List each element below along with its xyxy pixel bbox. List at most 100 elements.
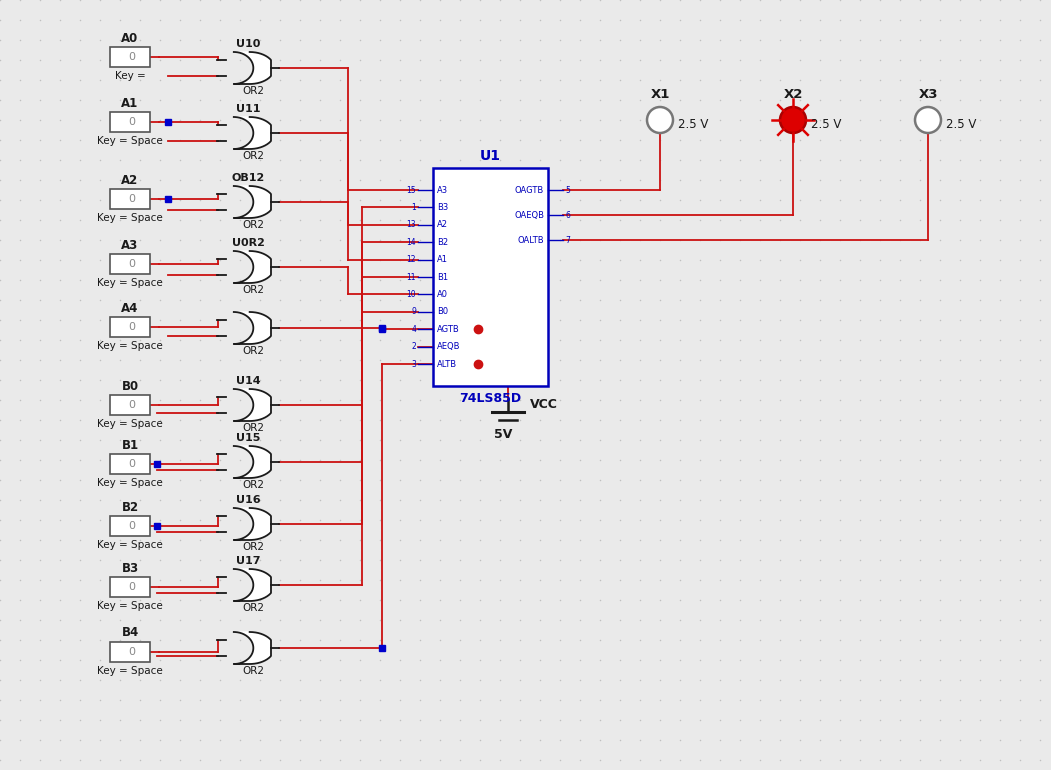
Text: 12: 12 <box>407 255 416 264</box>
Text: U1: U1 <box>480 149 501 163</box>
Text: U15: U15 <box>235 433 261 443</box>
Polygon shape <box>233 508 271 540</box>
Text: U16: U16 <box>235 495 261 505</box>
Text: Key =: Key = <box>115 71 145 81</box>
Text: A0: A0 <box>437 290 448 299</box>
Text: AEQB: AEQB <box>437 342 460 351</box>
Circle shape <box>647 107 673 133</box>
Text: Key = Space: Key = Space <box>97 601 163 611</box>
Text: 5: 5 <box>565 186 570 195</box>
Text: A1: A1 <box>437 255 448 264</box>
Text: A4: A4 <box>121 302 139 314</box>
Text: OR2: OR2 <box>242 86 264 96</box>
Text: 0: 0 <box>128 647 136 657</box>
Text: 0: 0 <box>128 400 136 410</box>
Text: 2.5 V: 2.5 V <box>678 118 708 130</box>
Text: 3: 3 <box>411 360 416 369</box>
Text: OR2: OR2 <box>242 603 264 613</box>
Text: A1: A1 <box>121 96 139 109</box>
Polygon shape <box>233 312 271 344</box>
Text: 14: 14 <box>407 238 416 246</box>
Text: 0: 0 <box>128 117 136 127</box>
Text: Key = Space: Key = Space <box>97 278 163 288</box>
Bar <box>379 326 385 332</box>
Text: OR2: OR2 <box>242 542 264 552</box>
Text: 2: 2 <box>411 342 416 351</box>
Text: B1: B1 <box>437 273 448 282</box>
FancyBboxPatch shape <box>110 189 150 209</box>
Text: 74LS85D: 74LS85D <box>459 391 521 404</box>
Text: 4: 4 <box>411 325 416 333</box>
Text: U10: U10 <box>235 39 261 49</box>
Text: 5V: 5V <box>494 427 512 440</box>
Text: 9: 9 <box>411 307 416 316</box>
Polygon shape <box>233 389 271 421</box>
FancyBboxPatch shape <box>110 47 150 67</box>
Polygon shape <box>233 569 271 601</box>
Text: 7: 7 <box>565 236 570 245</box>
FancyBboxPatch shape <box>110 112 150 132</box>
Text: OR2: OR2 <box>242 151 264 161</box>
Circle shape <box>915 107 941 133</box>
FancyBboxPatch shape <box>110 642 150 662</box>
FancyBboxPatch shape <box>110 454 150 474</box>
Text: 15: 15 <box>407 186 416 195</box>
Text: A2: A2 <box>121 173 139 186</box>
Text: 2.5 V: 2.5 V <box>811 118 842 130</box>
Text: OR2: OR2 <box>242 423 264 433</box>
Bar <box>379 645 385 651</box>
Text: B0: B0 <box>122 380 139 393</box>
Polygon shape <box>233 446 271 478</box>
Text: B2: B2 <box>122 500 139 514</box>
Text: OALTB: OALTB <box>517 236 544 245</box>
Polygon shape <box>233 632 271 664</box>
Text: OR2: OR2 <box>242 346 264 356</box>
Text: 11: 11 <box>407 273 416 282</box>
Text: OAGTB: OAGTB <box>515 186 544 195</box>
Text: Key = Space: Key = Space <box>97 666 163 676</box>
Text: Key = Space: Key = Space <box>97 213 163 223</box>
Bar <box>154 461 160 467</box>
Text: VCC: VCC <box>530 397 558 410</box>
Text: 0: 0 <box>128 259 136 269</box>
Polygon shape <box>233 251 271 283</box>
Text: U17: U17 <box>235 556 261 566</box>
Circle shape <box>780 107 806 133</box>
Text: 0: 0 <box>128 52 136 62</box>
FancyBboxPatch shape <box>433 168 548 386</box>
Text: OB12: OB12 <box>231 173 265 183</box>
Bar <box>165 196 171 202</box>
Text: 0: 0 <box>128 194 136 204</box>
Text: ALTB: ALTB <box>437 360 457 369</box>
Text: 6: 6 <box>565 210 570 219</box>
Text: A2: A2 <box>437 220 448 229</box>
FancyBboxPatch shape <box>110 254 150 274</box>
Text: OR2: OR2 <box>242 285 264 295</box>
Text: B4: B4 <box>121 627 139 640</box>
Text: B3: B3 <box>437 203 448 212</box>
Text: 13: 13 <box>407 220 416 229</box>
Bar <box>154 523 160 529</box>
Text: U14: U14 <box>235 376 261 386</box>
Bar <box>165 119 171 125</box>
Text: U11: U11 <box>235 104 261 114</box>
Text: 0: 0 <box>128 459 136 469</box>
Text: 10: 10 <box>407 290 416 299</box>
FancyBboxPatch shape <box>110 516 150 536</box>
Text: A3: A3 <box>437 186 448 195</box>
Text: 0: 0 <box>128 582 136 592</box>
Text: OR2: OR2 <box>242 220 264 230</box>
Text: X3: X3 <box>919 88 937 101</box>
Text: AGTB: AGTB <box>437 325 459 333</box>
Bar <box>379 325 385 331</box>
Text: X2: X2 <box>783 88 803 101</box>
Text: 0: 0 <box>128 521 136 531</box>
Text: 0: 0 <box>128 322 136 332</box>
Text: Key = Space: Key = Space <box>97 136 163 146</box>
Text: B0: B0 <box>437 307 448 316</box>
FancyBboxPatch shape <box>110 395 150 415</box>
Text: Key = Space: Key = Space <box>97 478 163 488</box>
Text: B1: B1 <box>122 438 139 451</box>
Text: OR2: OR2 <box>242 666 264 676</box>
Text: OR2: OR2 <box>242 480 264 490</box>
